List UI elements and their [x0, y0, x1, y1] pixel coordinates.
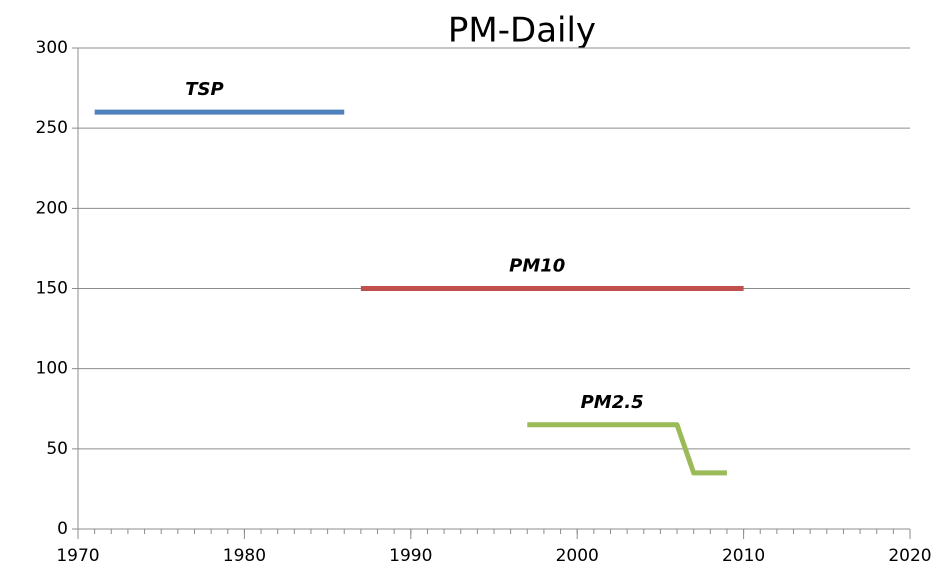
y-tick-label: 200 [36, 198, 68, 218]
y-tick-label: 0 [57, 519, 68, 539]
y-tick-label: 50 [46, 439, 68, 459]
y-tick-label: 150 [36, 279, 68, 299]
x-tick-label: 2000 [556, 546, 599, 566]
x-tick-label: 2010 [722, 546, 765, 566]
y-tick-label: 100 [36, 359, 68, 379]
series-line [527, 422, 727, 476]
series-label: PM10 [509, 256, 565, 277]
x-tick-label: 1980 [223, 546, 266, 566]
y-tick-label: 300 [36, 38, 68, 58]
y-tick-label: 250 [36, 118, 68, 138]
series-label: TSP [185, 79, 223, 100]
x-tick-label: 2020 [888, 546, 931, 566]
chart-title: PM-Daily [448, 11, 596, 51]
x-tick-label: 1970 [56, 546, 99, 566]
series-label: PM2.5 [581, 392, 644, 413]
x-tick-label: 1990 [389, 546, 432, 566]
